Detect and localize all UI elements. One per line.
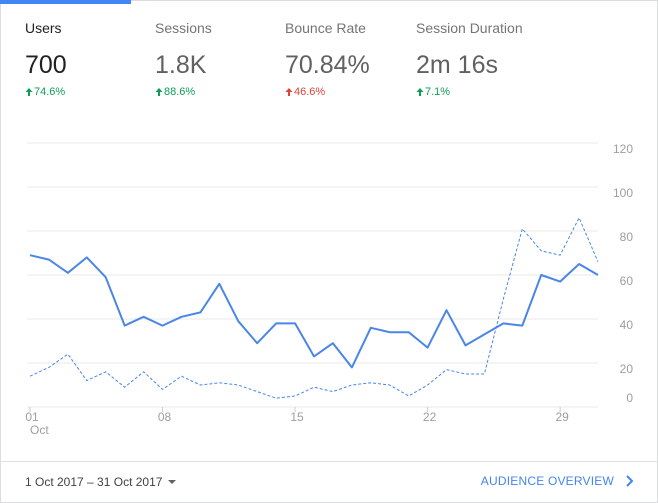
metric-value: 70.84% (285, 51, 370, 79)
y-tick-label: 60 (620, 274, 634, 288)
change-text: 46.6% (294, 86, 326, 98)
metric-value: 1.8K (155, 51, 207, 79)
trend-arrow (285, 88, 293, 96)
metric-label: Bounce Rate (285, 20, 366, 36)
metric-tab[interactable]: Bounce Rate 70.84% 46.6% (285, 20, 413, 98)
metric-label: Users (25, 20, 62, 36)
change-text: 88.6% (164, 86, 196, 98)
y-tick-label: 20 (620, 362, 634, 376)
divider (0, 461, 658, 462)
dropdown-icon (168, 480, 177, 484)
line-series (29, 217, 599, 399)
date-range-picker[interactable]: 1 Oct 2017 – 31 Oct 2017 (25, 475, 182, 489)
selected-indicator (0, 0, 131, 4)
x-tick-label: 22 (423, 410, 437, 424)
metric-change: 46.6% (285, 86, 413, 98)
y-tick-label: 120 (613, 142, 633, 156)
trend-arrow (416, 88, 424, 96)
y-tick-label: 0 (626, 391, 633, 405)
metric-label: Session Duration (416, 20, 523, 36)
audience-overview-link[interactable]: AUDIENCE OVERVIEW (481, 474, 636, 488)
y-tick-label: 40 (620, 318, 634, 332)
metric-change: 88.6% (155, 86, 283, 98)
chevron-icon (626, 475, 634, 487)
metric-value: 2m 16s (416, 51, 498, 79)
metric-tab[interactable]: Users 700 74.6% (25, 20, 153, 98)
metric-tab[interactable]: Sessions 1.8K 88.6% (155, 20, 283, 98)
x-tick-label: 01 (25, 410, 39, 424)
metric-value: 700 (25, 51, 67, 79)
link-text: AUDIENCE OVERVIEW (480, 474, 614, 488)
trend-arrow (155, 88, 163, 96)
x-tick-label: 29 (555, 410, 569, 424)
change-text: 74.6% (34, 86, 66, 98)
change-text: 7.1% (425, 86, 451, 98)
y-tick-label: 100 (613, 186, 633, 200)
line-series (29, 254, 599, 369)
metric-change: 74.6% (25, 86, 153, 98)
metric-label: Sessions (155, 20, 212, 36)
x-tick-label: 08 (158, 410, 172, 424)
trend-arrow (25, 88, 33, 96)
metric-change: 7.1% (416, 86, 544, 98)
date-range: 1 Oct 2017 – 31 Oct 2017 (25, 475, 163, 489)
x-tick-label: 15 (290, 410, 304, 424)
x-month-label: Oct (30, 423, 49, 437)
y-tick-label: 80 (620, 230, 634, 244)
metric-tab[interactable]: Session Duration 2m 16s 7.1% (416, 20, 544, 98)
